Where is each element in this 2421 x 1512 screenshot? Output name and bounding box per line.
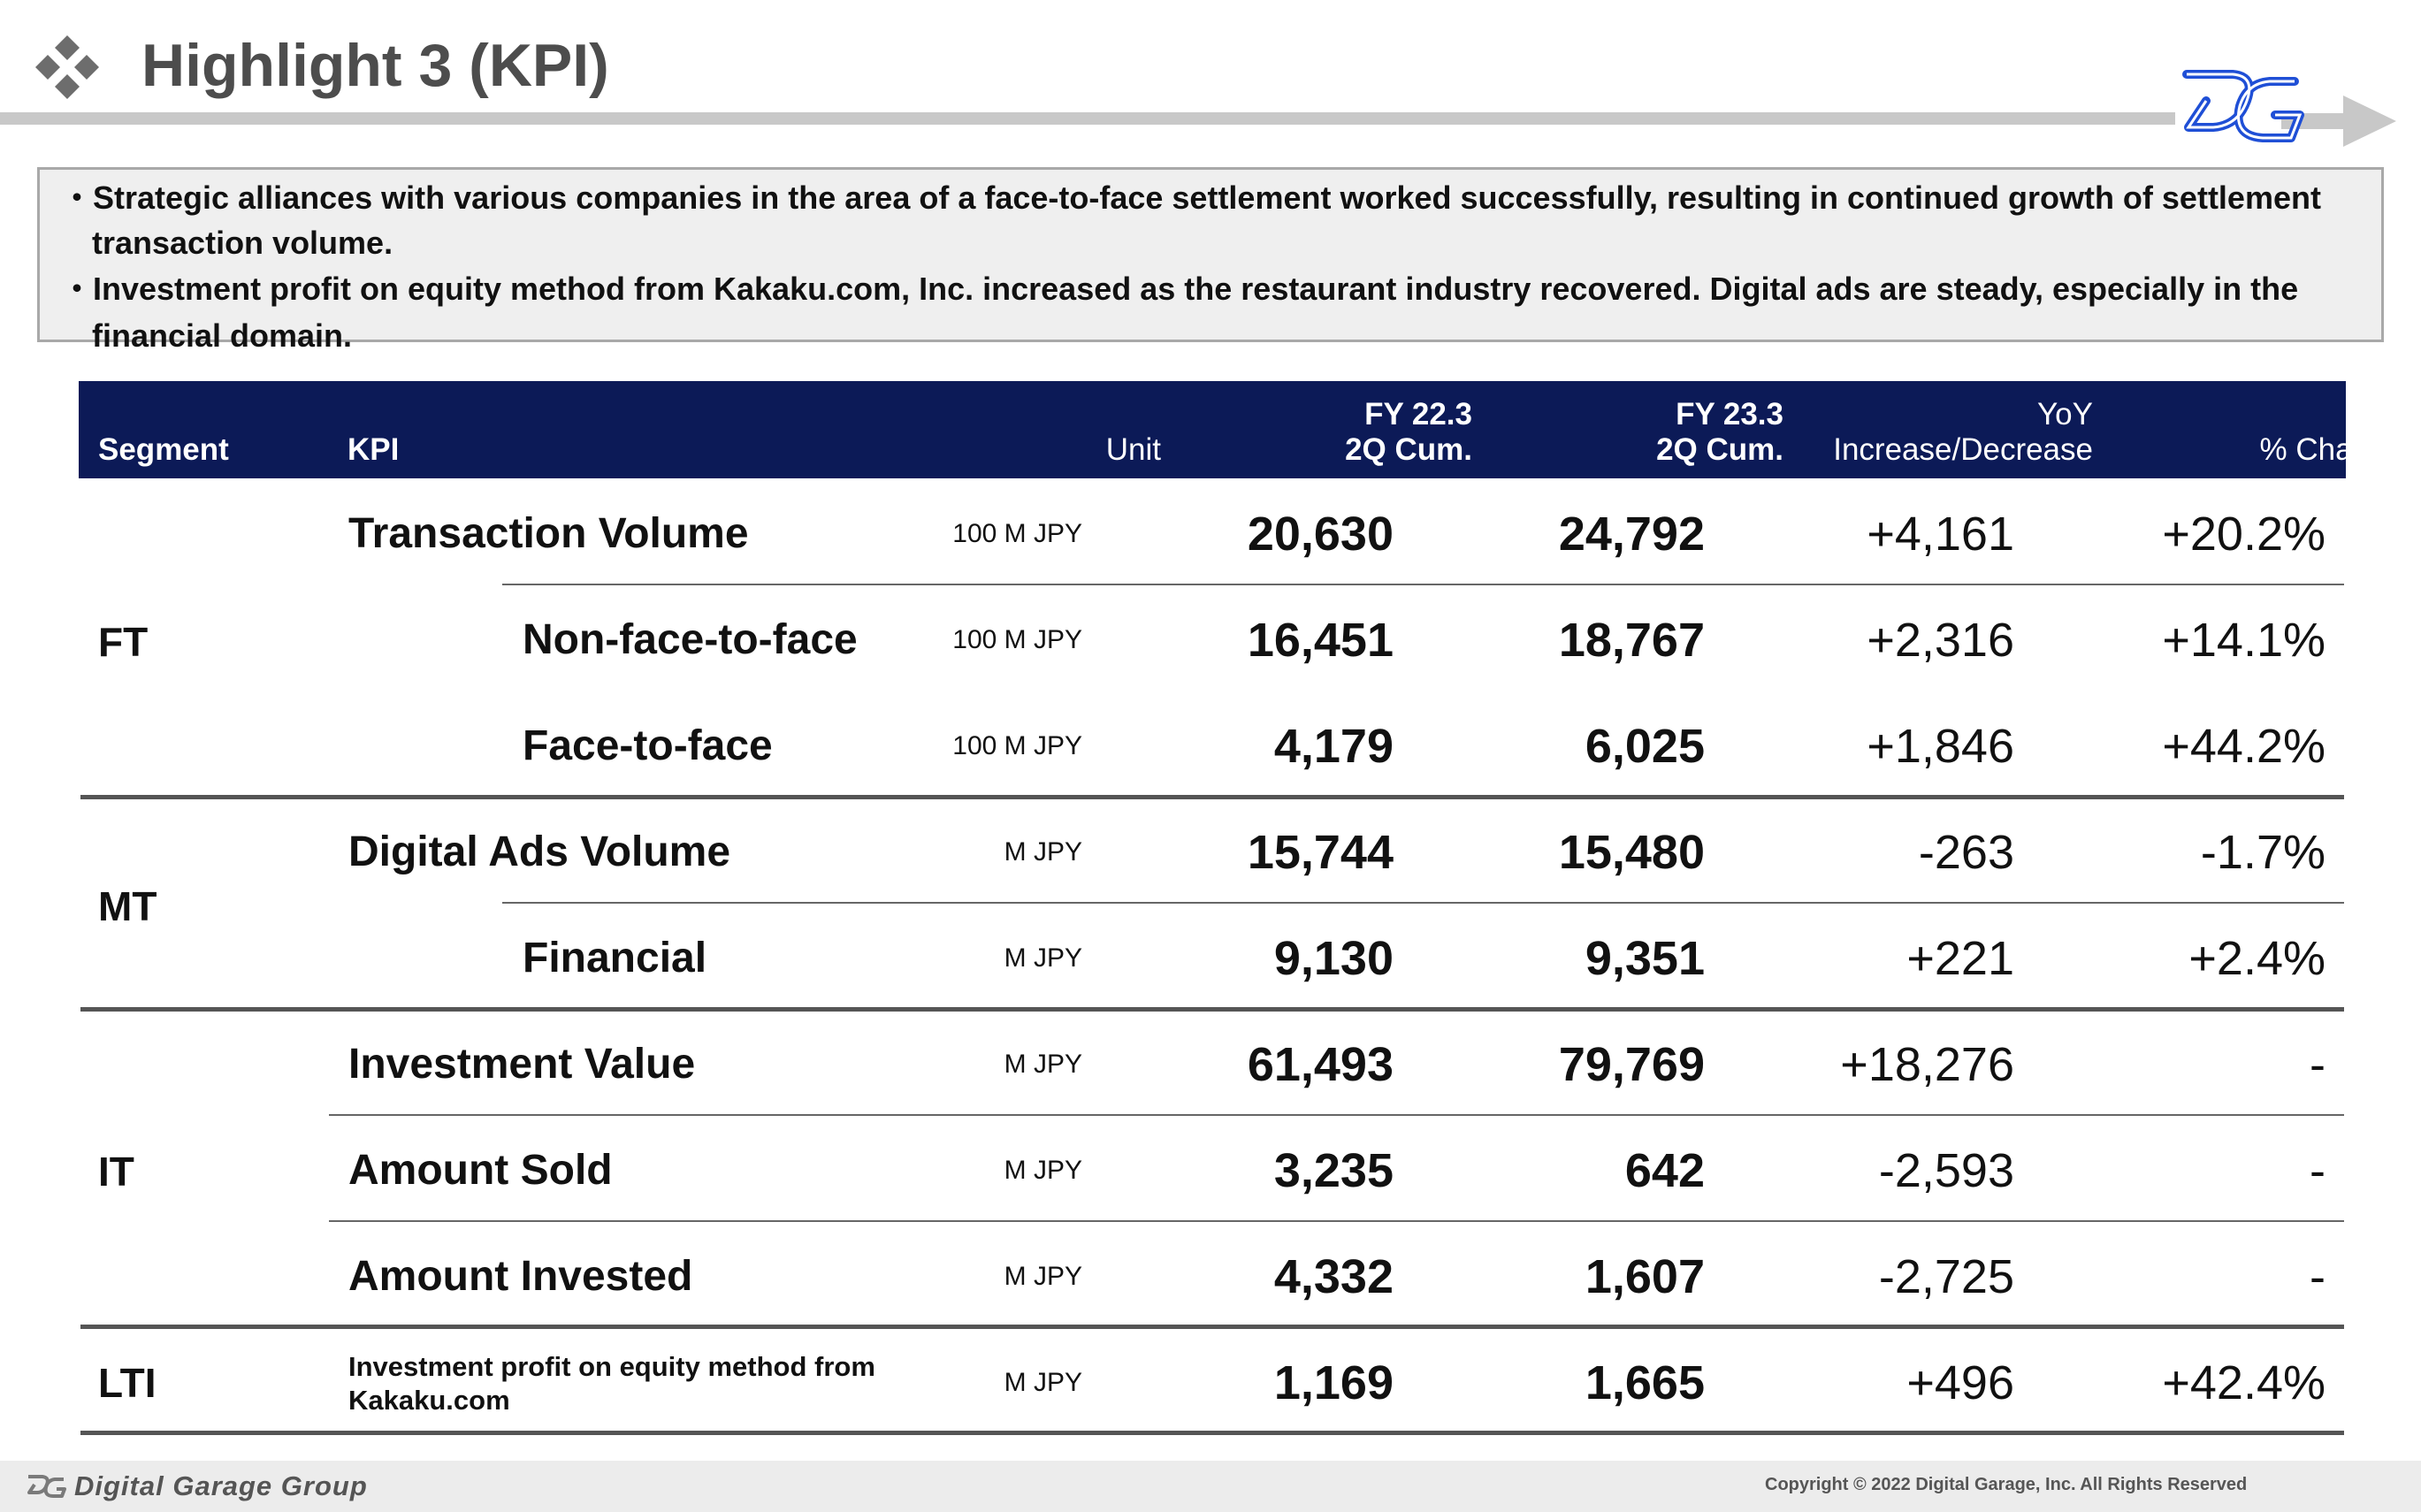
summary-box: ・Strategic alliances with various compan… <box>37 167 2384 354</box>
row-financial-unit: M JPY <box>1004 943 1082 973</box>
row-divider <box>502 902 2344 904</box>
row-non-face-to-face-fy22: 16,451 <box>1247 614 1394 667</box>
row-amount-sold-fy23: 642 <box>1624 1144 1705 1197</box>
row-financial-yoy-pct: +2.4% <box>2188 932 2326 985</box>
row-equity-method-profit-unit: M JPY <box>1004 1368 1082 1397</box>
row-financial-kpi: Financial <box>523 935 707 981</box>
row-face-to-face-fy22: 4,179 <box>1273 720 1394 773</box>
segment-divider <box>80 795 2344 799</box>
row-financial-yoy-inc: +221 <box>1906 932 2014 985</box>
row-financial-fy22: 9,130 <box>1273 932 1394 985</box>
diamond-cluster-icon <box>35 35 99 99</box>
row-amount-invested-yoy-inc: -2,725 <box>1878 1250 2014 1303</box>
footer <box>0 1461 2421 1512</box>
row-investment-value-yoy-pct: - <box>2310 1038 2326 1091</box>
header-fy22-line1: FY 22.3 <box>1364 397 1472 431</box>
row-equity-method-profit-yoy-pct: +42.4% <box>2162 1356 2326 1409</box>
footer-company-name: Digital Garage Group <box>74 1470 368 1501</box>
row-non-face-to-face-kpi: Non-face-to-face <box>523 616 858 663</box>
segment-lti: LTI <box>98 1360 157 1406</box>
table-header: Segment KPI Unit FY 22.3 2Q Cum. FY 23.3… <box>79 381 2404 478</box>
row-face-to-face-unit: 100 M JPY <box>952 731 1082 760</box>
row-amount-sold-kpi: Amount Sold <box>348 1147 613 1194</box>
header-kpi: KPI <box>347 432 400 467</box>
header-divider <box>0 112 2175 125</box>
summary-bullet-1-line-1: ・Strategic alliances with various compan… <box>61 179 2321 216</box>
segment-divider <box>80 1007 2344 1012</box>
header-fy23-line1: FY 23.3 <box>1676 397 1783 431</box>
row-transaction-volume-kpi: Transaction Volume <box>348 510 749 557</box>
row-non-face-to-face-fy23: 18,767 <box>1558 614 1705 667</box>
segment-ft: FT <box>98 619 149 665</box>
row-transaction-volume-yoy-pct: +20.2% <box>2162 508 2326 561</box>
row-amount-sold-yoy-inc: -2,593 <box>1878 1144 2014 1197</box>
row-face-to-face-yoy-inc: +1,846 <box>1867 720 2014 773</box>
row-financial-fy23: 9,351 <box>1585 932 1705 985</box>
arrow-right-icon <box>2281 95 2396 147</box>
row-amount-invested-unit: M JPY <box>1004 1262 1082 1291</box>
row-digital-ads-volume-unit: M JPY <box>1004 837 1082 867</box>
row-investment-value-fy23: 79,769 <box>1558 1038 1705 1091</box>
row-amount-sold-unit: M JPY <box>1004 1156 1082 1185</box>
row-divider <box>329 1114 2344 1116</box>
row-amount-invested-fy22: 4,332 <box>1273 1250 1394 1303</box>
table-bottom-rule <box>80 1431 2344 1435</box>
row-transaction-volume-fy23: 24,792 <box>1558 508 1705 561</box>
row-transaction-volume-yoy-inc: +4,161 <box>1867 508 2014 561</box>
header-unit: Unit <box>1105 432 1161 467</box>
summary-bullet-2-line-1: ・Investment profit on equity method from… <box>61 271 2299 307</box>
header-yoy-pct-line2: % Change <box>2259 432 2404 467</box>
row-equity-method-profit-fy22: 1,169 <box>1273 1356 1394 1409</box>
row-digital-ads-volume-yoy-inc: -263 <box>1918 826 2014 879</box>
row-equity-method-profit-kpi: Investment profit on equity method from … <box>348 1351 875 1416</box>
summary-bullet-2-line-2: financial domain. <box>92 317 353 354</box>
segment-mt: MT <box>98 883 157 929</box>
row-digital-ads-volume-yoy-pct: -1.7% <box>2200 826 2326 879</box>
header-yoy-pct-line1: YoY <box>2348 397 2404 431</box>
row-investment-value-fy22: 61,493 <box>1247 1038 1394 1091</box>
row-equity-method-profit-fy23: 1,665 <box>1585 1356 1705 1409</box>
row-non-face-to-face-yoy-pct: +14.1% <box>2162 614 2326 667</box>
row-digital-ads-volume-fy22: 15,744 <box>1247 826 1394 879</box>
row-investment-value-kpi: Investment Value <box>348 1041 696 1088</box>
row-investment-value-yoy-inc: +18,276 <box>1840 1038 2014 1091</box>
summary-bullet-1-line-2: transaction volume. <box>92 225 393 261</box>
row-non-face-to-face-unit: 100 M JPY <box>952 625 1082 654</box>
row-transaction-volume-unit: 100 M JPY <box>952 519 1082 548</box>
header-yoy-inc-line2: Increase/Decrease <box>1833 432 2093 467</box>
row-amount-invested-yoy-pct: - <box>2310 1250 2326 1303</box>
page-title: Highlight 3 (KPI) <box>141 32 609 99</box>
row-equity-method-profit-yoy-inc: +496 <box>1906 1356 2014 1409</box>
header-segment: Segment <box>98 432 229 467</box>
footer-copyright: Copyright © 2022 Digital Garage, Inc. Al… <box>1765 1475 2248 1494</box>
row-face-to-face-fy23: 6,025 <box>1585 720 1705 773</box>
row-amount-invested-kpi: Amount Invested <box>348 1253 693 1300</box>
row-divider <box>502 584 2344 585</box>
row-face-to-face-yoy-pct: +44.2% <box>2162 720 2326 773</box>
row-divider <box>329 1220 2344 1222</box>
row-amount-sold-yoy-pct: - <box>2310 1144 2326 1197</box>
header-yoy-inc-line1: YoY <box>2037 397 2093 431</box>
row-amount-invested-fy23: 1,607 <box>1585 1250 1705 1303</box>
row-amount-sold-fy22: 3,235 <box>1273 1144 1394 1197</box>
header-fy23-line2: 2Q Cum. <box>1656 432 1783 467</box>
dg-small-logo-icon <box>27 1475 66 1498</box>
row-digital-ads-volume-fy23: 15,480 <box>1558 826 1705 879</box>
row-face-to-face-kpi: Face-to-face <box>523 722 773 769</box>
header-fy22-line2: 2Q Cum. <box>1345 432 1472 467</box>
segment-it: IT <box>98 1149 134 1195</box>
row-transaction-volume-fy22: 20,630 <box>1247 508 1394 561</box>
segment-divider <box>80 1325 2344 1329</box>
row-investment-value-unit: M JPY <box>1004 1050 1082 1079</box>
dg-logo-icon <box>2182 70 2304 142</box>
row-non-face-to-face-yoy-inc: +2,316 <box>1867 614 2014 667</box>
row-digital-ads-volume-kpi: Digital Ads Volume <box>348 829 731 875</box>
